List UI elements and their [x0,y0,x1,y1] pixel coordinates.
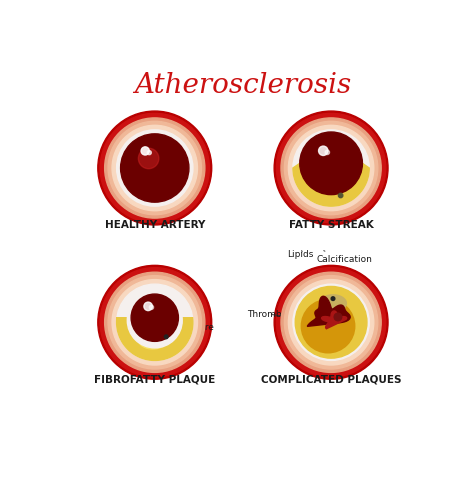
Text: Calcification: Calcification [316,250,372,264]
Text: Atherosclerosis: Atherosclerosis [134,72,352,99]
Circle shape [300,132,363,194]
Circle shape [164,335,168,338]
Circle shape [293,130,369,206]
Polygon shape [317,190,345,194]
Circle shape [149,305,154,310]
Circle shape [331,297,335,300]
Circle shape [301,300,355,353]
Circle shape [276,114,386,222]
Circle shape [334,313,342,321]
Circle shape [117,284,193,360]
Circle shape [100,268,210,377]
Circle shape [112,126,198,210]
Polygon shape [321,311,346,328]
Circle shape [117,130,193,206]
Circle shape [144,302,153,310]
Circle shape [100,114,210,222]
Text: Core: Core [186,322,214,332]
Polygon shape [117,318,193,360]
Circle shape [147,150,151,154]
Circle shape [281,272,381,372]
Circle shape [120,134,189,202]
Polygon shape [307,296,350,326]
Circle shape [284,276,378,369]
Circle shape [295,286,367,358]
Circle shape [105,272,205,372]
Polygon shape [319,295,346,312]
Circle shape [284,122,378,214]
Circle shape [112,280,198,365]
Circle shape [98,111,212,225]
Text: FIBROFATTY PLAQUE: FIBROFATTY PLAQUE [94,374,215,384]
Text: FATTY STREAK: FATTY STREAK [289,220,374,230]
Circle shape [288,126,374,210]
Circle shape [138,148,159,169]
Polygon shape [137,328,168,349]
Circle shape [108,122,201,214]
Text: Lipids: Lipids [287,250,313,260]
Circle shape [281,118,381,218]
Circle shape [325,150,329,154]
Circle shape [98,266,212,379]
Text: Thrombus: Thrombus [246,310,292,319]
Circle shape [274,266,388,379]
Text: HEALTHY ARTERY: HEALTHY ARTERY [105,220,205,230]
Circle shape [319,146,328,156]
Polygon shape [143,332,163,346]
Circle shape [105,118,205,218]
Circle shape [108,276,201,369]
Circle shape [274,111,388,225]
Circle shape [338,194,343,198]
Text: COMPLICATED PLAQUES: COMPLICATED PLAQUES [261,374,401,384]
Circle shape [276,268,386,377]
Circle shape [288,280,374,365]
Polygon shape [293,164,369,206]
Circle shape [293,284,369,360]
Circle shape [131,294,178,342]
Circle shape [141,147,149,155]
Circle shape [128,293,182,348]
